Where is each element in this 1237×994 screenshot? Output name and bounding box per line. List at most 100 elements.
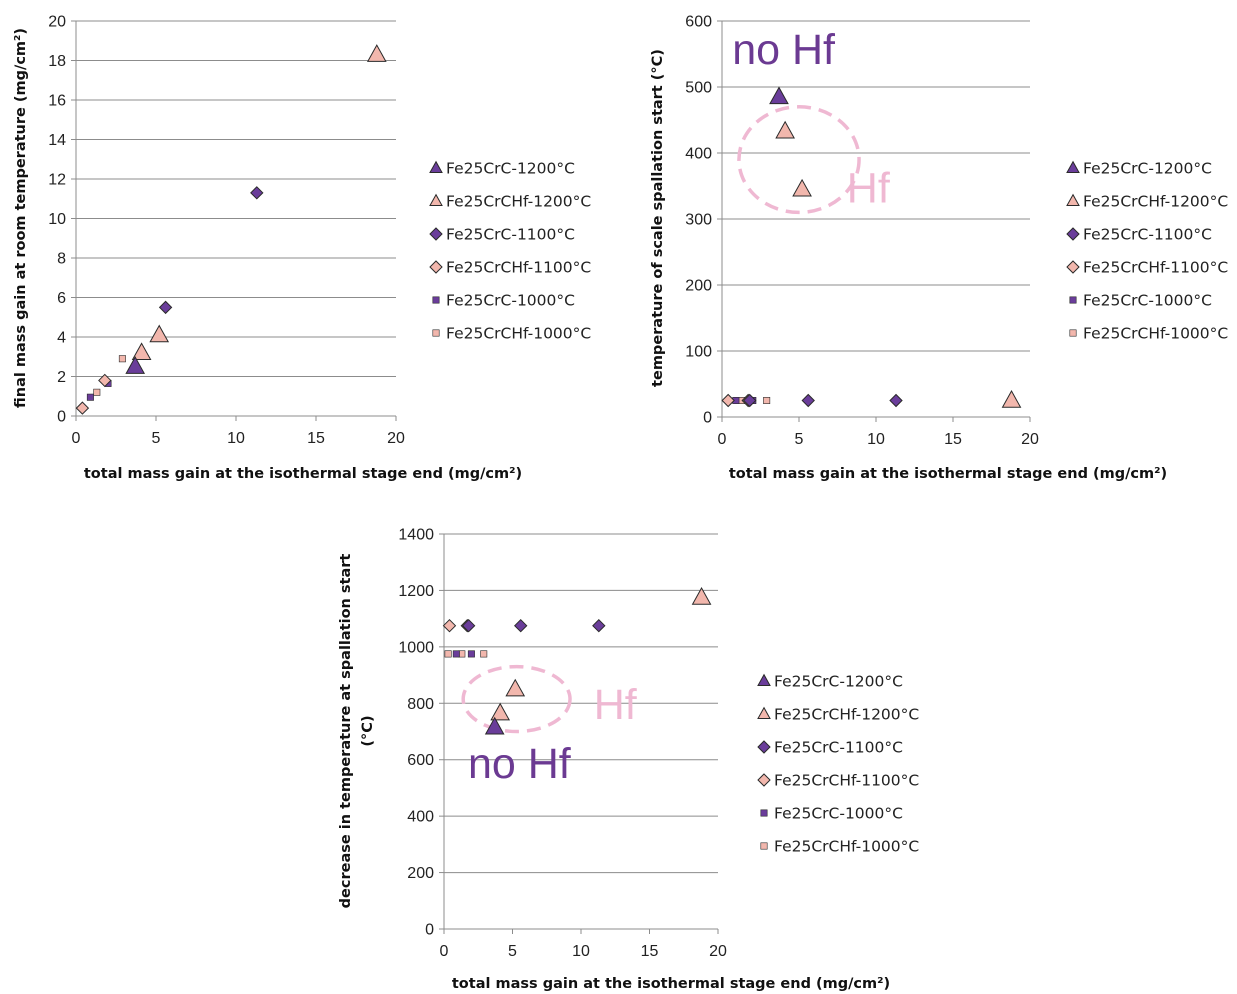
y-tick-label: 500: [685, 80, 712, 97]
legend-marker: [432, 329, 440, 337]
y-tick-label: 200: [685, 278, 712, 295]
x-axis-title: total mass gain at the isothermal stage …: [452, 976, 890, 992]
x-tick-label: 15: [641, 943, 659, 960]
x-tick-label: 5: [152, 430, 161, 447]
legend-marker: [1069, 296, 1077, 304]
y-tick-label: 1400: [398, 527, 434, 544]
x-tick-label: 0: [440, 943, 449, 960]
legend-label: Fe25CrC-1100°C: [1083, 226, 1212, 244]
x-tick-label: 15: [307, 430, 325, 447]
x-tick-label: 0: [718, 431, 727, 448]
hf-ellipse: [461, 664, 572, 734]
data-point: [769, 86, 789, 105]
legend-marker: [429, 260, 443, 274]
annotation-no-hf: no Hf: [732, 26, 836, 74]
legend-label: Fe25CrCHf-1000°C: [774, 838, 919, 856]
data-point: [792, 178, 812, 197]
x-tick-label: 0: [72, 430, 81, 447]
x-tick-label: 20: [709, 943, 727, 960]
data-point: [592, 618, 606, 633]
data-point: [366, 44, 387, 62]
data-point: [158, 300, 173, 315]
y-tick-label: 8: [57, 251, 66, 268]
legend: Fe25CrC-1200°C Fe25CrCHf-1200°C Fe25CrC-11…: [757, 673, 919, 856]
legend: Fe25CrC-1200°C Fe25CrCHf-1200°C Fe25CrC-11…: [429, 160, 591, 343]
legend-marker: [1066, 227, 1080, 241]
legend-marker: [757, 673, 771, 686]
y-axis-title: temperature of scale spallation start (°…: [650, 49, 666, 387]
x-tick-label: 10: [867, 431, 885, 448]
data-point: [505, 678, 526, 697]
data-point: [743, 393, 757, 408]
data-point: [75, 401, 90, 415]
y-axis-title: decrease in temperature at spallation st…: [338, 554, 354, 909]
data-point: [763, 396, 771, 404]
x-tick-label: 5: [508, 943, 517, 960]
data-point: [442, 618, 457, 633]
legend-label: Fe25CrC-1000°C: [1083, 292, 1212, 310]
x-tick-label: 20: [387, 430, 405, 447]
legend-marker: [1066, 260, 1080, 274]
data-point: [691, 587, 712, 605]
legend-label: Fe25CrCHf-1000°C: [446, 325, 591, 343]
data-point: [1001, 390, 1022, 408]
y-tick-label: 0: [425, 922, 434, 939]
data-point: [721, 393, 735, 408]
data-point: [118, 355, 126, 363]
x-tick-label: 10: [572, 943, 590, 960]
legend-label: Fe25CrCHf-1100°C: [446, 259, 591, 277]
legend-label: Fe25CrC-1200°C: [446, 160, 575, 178]
y-axis-title: (°C): [360, 715, 376, 746]
legend-marker: [757, 740, 771, 754]
legend-marker: [1066, 193, 1080, 206]
data-point: [125, 356, 146, 374]
y-tick-label: 0: [703, 410, 712, 427]
legend-label: Fe25CrC-1200°C: [774, 673, 903, 691]
data-point: [467, 650, 475, 658]
legend-label: Fe25CrC-1100°C: [446, 226, 575, 244]
data-point: [250, 186, 264, 200]
data-point: [461, 618, 476, 633]
x-axis-title: total mass gain at the isothermal stage …: [729, 466, 1167, 482]
y-tick-label: 600: [685, 14, 712, 31]
data-point: [452, 650, 460, 658]
chart-3: 0 200 400 600 800 1000 1200 1400 0 5 10 15 20 total m…: [338, 527, 919, 993]
legend-label: Fe25CrC-1200°C: [1083, 160, 1212, 178]
data-point: [98, 373, 112, 388]
y-tick-label: 400: [685, 146, 712, 163]
y-tick-label: 12: [48, 172, 66, 189]
legend-marker: [432, 296, 440, 304]
y-tick-label: 16: [48, 93, 66, 110]
y-tick-label: 400: [407, 809, 434, 826]
annotation-hf: Hf: [847, 165, 891, 213]
legend-marker: [429, 227, 443, 241]
chart-1: 0 2 4 6 8 10 12 14 16 18 20 0 5 10 15 20 total mass gain…: [13, 14, 591, 483]
legend-label: Fe25CrCHf-1100°C: [1083, 259, 1228, 277]
data-point: [149, 324, 170, 343]
y-tick-label: 2: [57, 369, 66, 386]
data-point: [514, 618, 528, 633]
data-point: [86, 393, 94, 401]
y-tick-label: 600: [407, 752, 434, 769]
data-point: [490, 702, 511, 721]
data-point: [889, 393, 903, 408]
legend-marker: [757, 706, 771, 719]
x-tick-label: 10: [227, 430, 245, 447]
legend: Fe25CrC-1200°C Fe25CrCHf-1200°C Fe25CrC-11…: [1066, 160, 1228, 343]
legend-marker: [429, 193, 443, 206]
annotation-no-hf: no Hf: [468, 740, 572, 788]
annotation-hf: Hf: [594, 681, 638, 729]
y-tick-label: 300: [685, 212, 712, 229]
legend-marker: [760, 809, 768, 817]
data-point: [801, 393, 815, 408]
x-tick-label: 15: [944, 431, 962, 448]
y-tick-label: 1000: [398, 639, 434, 656]
legend-marker: [760, 842, 768, 850]
legend-label: Fe25CrC-1000°C: [774, 805, 903, 823]
data-point: [775, 120, 795, 139]
y-tick-label: 200: [407, 865, 434, 882]
legend-label: Fe25CrCHf-1200°C: [446, 193, 591, 211]
legend-marker: [429, 160, 443, 173]
data-point: [93, 388, 101, 396]
